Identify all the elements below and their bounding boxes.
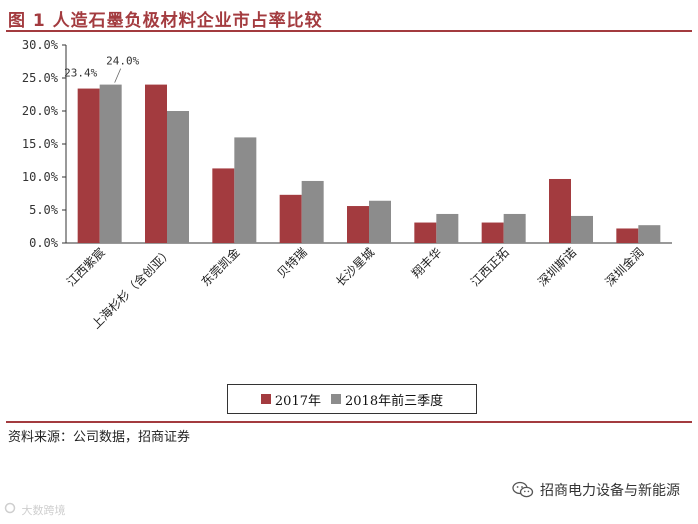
- data-label: 23.4%: [64, 67, 97, 80]
- bar-2018q3: [167, 111, 189, 243]
- y-tick-label: 25.0%: [22, 71, 59, 85]
- y-tick-label: 10.0%: [22, 170, 59, 184]
- bar-2017: [616, 228, 639, 243]
- source-divider: [6, 421, 692, 423]
- title-bar: 图 1 人造石墨负极材料企业市占率比较: [6, 4, 692, 32]
- y-tick-label: 20.0%: [22, 104, 59, 118]
- bar-2017: [145, 84, 167, 243]
- bar-2017: [212, 168, 235, 243]
- bar-2018q3: [234, 137, 257, 243]
- bar-2018q3: [369, 200, 391, 243]
- bar-2017: [77, 88, 100, 243]
- category-label: 深圳斯诺: [535, 245, 579, 289]
- y-tick-label: 5.0%: [29, 203, 59, 217]
- y-tick-label: 30.0%: [22, 38, 59, 52]
- brand-name: 招商电力设备与新能源: [540, 483, 680, 499]
- data-label: 24.0%: [106, 55, 139, 68]
- bar-2018q3: [99, 84, 122, 243]
- wechat-icon: [512, 481, 534, 498]
- bar-2018q3: [571, 215, 593, 243]
- bar-2018q3: [638, 225, 661, 243]
- watermark: 大数跨境: [4, 502, 66, 518]
- legend-item-2017: 2017年: [260, 390, 321, 409]
- figure-title: 图 1 人造石墨负极材料企业市占率比较: [8, 11, 323, 31]
- bar-chart: 0.0%5.0%10.0%15.0%20.0%25.0%30.0%江西紫宸上海杉…: [22, 38, 672, 331]
- watermark-text: 大数跨境: [21, 504, 66, 517]
- legend: 2017年 2018年前三季度: [227, 384, 477, 414]
- legend-swatch-2018q3: [331, 394, 341, 404]
- bar-2018q3: [301, 180, 324, 243]
- y-tick-label: 0.0%: [29, 236, 59, 250]
- bar-2018q3: [436, 213, 459, 243]
- category-label: 东莞凯金: [198, 245, 243, 290]
- category-label: 翔丰华: [409, 245, 444, 280]
- legend-label-2018q3: 2018年前三季度: [345, 393, 444, 409]
- category-label: 深圳金润: [602, 245, 647, 290]
- bar-2017: [347, 206, 369, 243]
- category-label: 江西正拓: [468, 245, 512, 289]
- category-label: 江西紫宸: [63, 245, 108, 290]
- bar-2017: [549, 178, 571, 243]
- bar-2017: [279, 194, 302, 243]
- source-note: 资料来源：公司数据，招商证券: [8, 430, 191, 445]
- brand: 招商电力设备与新能源: [512, 480, 680, 500]
- category-label: 贝特瑞: [274, 245, 310, 281]
- category-label: 长沙星城: [333, 245, 377, 289]
- data-label-leader: [114, 68, 122, 83]
- legend-label-2017: 2017年: [274, 393, 321, 409]
- bar-2017: [481, 222, 504, 243]
- y-tick-label: 15.0%: [22, 137, 59, 151]
- legend-swatch-2017: [260, 394, 271, 404]
- bar-2018q3: [503, 213, 526, 243]
- bar-2017: [414, 222, 437, 243]
- watermark-logo-icon: [4, 502, 16, 514]
- legend-item-2018q3: 2018年前三季度: [331, 390, 443, 409]
